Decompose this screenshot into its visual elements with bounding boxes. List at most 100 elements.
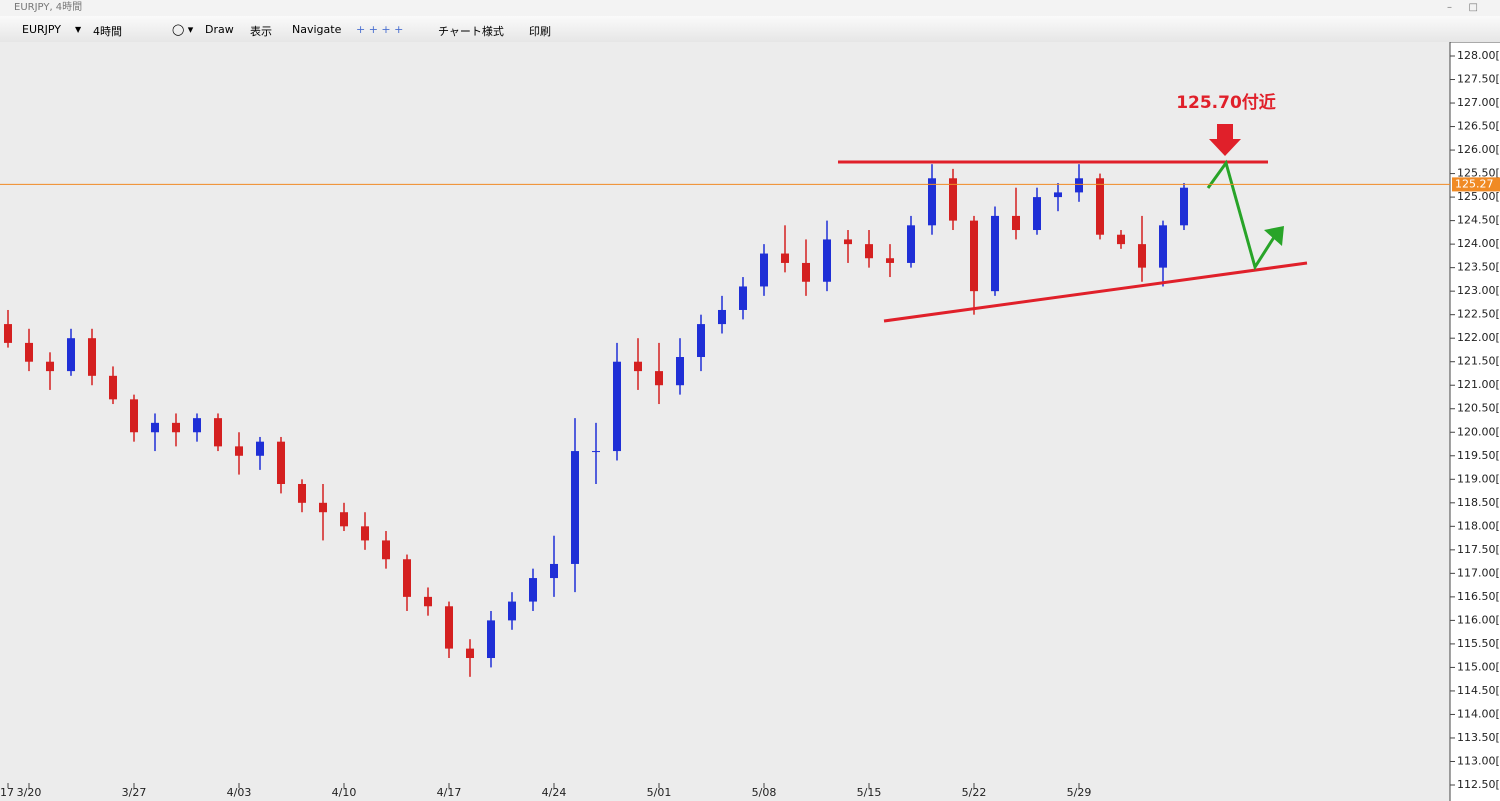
candle-body (907, 225, 915, 263)
y-tick-label: 119.00[ (1457, 472, 1500, 485)
candle-body (214, 418, 222, 447)
y-tick-label: 112.50[ (1457, 778, 1500, 791)
candle-body (844, 239, 852, 245)
candle-body (172, 422, 180, 433)
period-select[interactable]: 4時間 (93, 25, 122, 38)
candle-body (508, 601, 516, 621)
candle-body (424, 596, 432, 607)
candle-body (1159, 225, 1167, 268)
y-tick-label: 114.50[ (1457, 684, 1500, 697)
candle-body (739, 286, 747, 310)
navigate-menu[interactable]: Navigate (292, 23, 342, 36)
print-menu[interactable]: 印刷 (529, 25, 551, 38)
target-arrow (1209, 124, 1241, 156)
candle-body (109, 375, 117, 400)
title-bar: EURJPY, 4時間 – □ (0, 0, 1500, 16)
candle-body (340, 512, 348, 527)
y-tick-label: 121.50[ (1457, 355, 1500, 368)
y-tick-label: 122.00[ (1457, 331, 1500, 344)
y-tick-label: 113.00[ (1457, 754, 1500, 767)
toolbar: EURJPY ▼ 4時間 ◯ ▾ Draw 表示 Navigate + + + … (0, 16, 1500, 43)
candle-body (88, 338, 96, 376)
y-tick-label: 113.50[ (1457, 731, 1500, 744)
candle-body (235, 446, 243, 456)
plot-background (0, 42, 1450, 801)
candle-body (865, 244, 873, 259)
candle-body (151, 422, 159, 433)
y-tick-label: 115.50[ (1457, 637, 1500, 650)
candle-body (655, 371, 663, 386)
candle-body (1075, 178, 1083, 193)
current-price-label: 125.27 (1455, 177, 1494, 190)
candle-body (1138, 244, 1146, 268)
x-tick-label: 3/27 (122, 786, 147, 799)
candle-body (1117, 234, 1125, 245)
candle-body (823, 239, 831, 282)
minimize[interactable]: – (1447, 2, 1452, 13)
candle-body (67, 338, 75, 372)
candle-body (277, 441, 285, 484)
candle-body (676, 357, 684, 386)
draw-menu[interactable]: Draw (205, 23, 234, 36)
y-tick-label: 117.50[ (1457, 543, 1500, 556)
forecast-arrow (1206, 159, 1280, 271)
candle-body (550, 563, 558, 579)
candle-body (970, 220, 978, 292)
candle-body (613, 361, 621, 452)
candle-body (718, 309, 726, 325)
x-tick-label: 5/08 (752, 786, 777, 799)
y-tick-label: 117.00[ (1457, 566, 1500, 579)
maximize[interactable]: □ (1468, 2, 1478, 13)
y-tick-label: 120.50[ (1457, 402, 1500, 415)
candle-body (928, 178, 936, 226)
candle-body (781, 253, 789, 263)
candle-body (445, 606, 453, 649)
y-tick-label: 123.50[ (1457, 261, 1500, 274)
candle-body (4, 324, 12, 343)
x-tick-label: 3/20 (17, 786, 42, 799)
dropdown-arrow[interactable]: ▼ (75, 25, 82, 34)
y-tick-label: 116.00[ (1457, 613, 1500, 626)
candle-body (529, 578, 537, 602)
candle-body (403, 559, 411, 597)
y-tick-label: 116.50[ (1457, 590, 1500, 603)
candle-body (592, 451, 600, 453)
x-tick-label: 5/22 (962, 786, 987, 799)
x-tick-label: 4/10 (332, 786, 357, 799)
candle-body (130, 399, 138, 433)
candle-body (46, 361, 54, 372)
candle-body (991, 215, 999, 292)
y-tick-label: 127.50[ (1457, 73, 1500, 86)
y-tick-label: 121.00[ (1457, 378, 1500, 391)
candle-body (1096, 178, 1104, 235)
support-trendline (883, 261, 1308, 323)
zoom-tools[interactable]: + + + + (356, 23, 404, 36)
x-tick-label: 17 (0, 786, 14, 799)
forecast-arrowhead (1264, 226, 1284, 246)
candle-body (298, 483, 306, 503)
candle-body (571, 451, 579, 564)
candle-body (802, 262, 810, 282)
y-tick-label: 127.00[ (1457, 96, 1500, 109)
y-tick-label: 128.00[ (1457, 49, 1500, 62)
chart-style-menu[interactable]: チャート様式 (438, 25, 504, 38)
x-tick-label: 5/01 (647, 786, 672, 799)
target-label: 125.70付近 (1176, 92, 1276, 113)
candle-body (1054, 192, 1062, 198)
candle-body (697, 324, 705, 358)
x-tick-label: 4/17 (437, 786, 462, 799)
y-tick-label: 125.50[ (1457, 167, 1500, 180)
y-tick-label: 125.00[ (1457, 190, 1500, 203)
candle-body (886, 258, 894, 263)
candle-body (361, 526, 369, 541)
y-tick-label: 123.00[ (1457, 284, 1500, 297)
y-tick-label: 114.00[ (1457, 707, 1500, 720)
shape-tool[interactable]: ◯ ▾ (172, 23, 194, 36)
y-tick-label: 115.00[ (1457, 660, 1500, 673)
symbol-select[interactable]: EURJPY (22, 23, 61, 36)
candle-body (634, 361, 642, 372)
window-title: EURJPY, 4時間 (14, 2, 83, 13)
y-tick-label: 126.00[ (1457, 143, 1500, 156)
view-menu[interactable]: 表示 (250, 25, 272, 38)
